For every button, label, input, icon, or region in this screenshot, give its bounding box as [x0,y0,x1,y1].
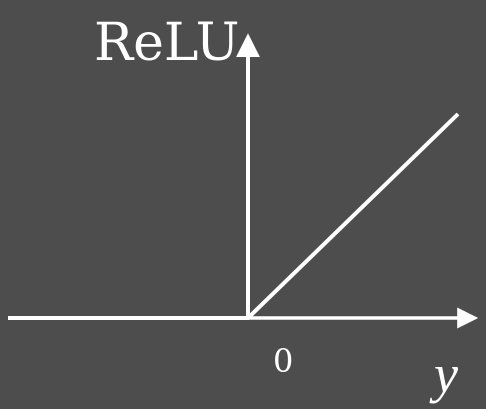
y-axis-label: ReLU [94,13,239,73]
x-tick-label-0: 0 [273,342,293,380]
relu-series-line [8,112,460,320]
x-axis-label: y [429,344,458,404]
